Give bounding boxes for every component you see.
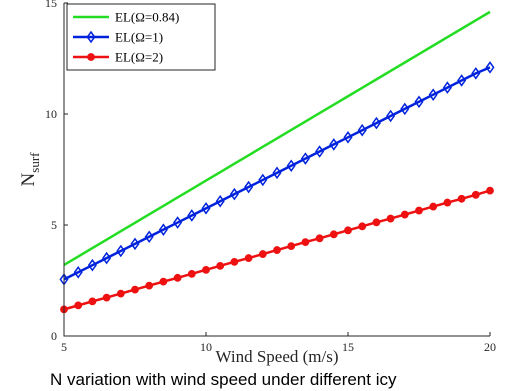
data-point	[215, 194, 225, 208]
data-point	[173, 216, 183, 229]
data-point	[371, 116, 381, 130]
data-point	[300, 152, 310, 165]
data-point	[187, 209, 197, 222]
figure-caption: N variation with wind speed under differ…	[50, 370, 397, 389]
legend: EL(Ω=0.84) EL(Ω=1) EL(Ω=2)	[66, 3, 216, 71]
series-line	[63, 10, 491, 267]
data-point	[102, 293, 111, 302]
legend-label: EL(Ω=2)	[115, 50, 163, 65]
data-point	[301, 238, 310, 246]
y-axis-label: Nsurf	[18, 152, 42, 187]
data-point	[158, 223, 168, 236]
legend-label: EL(Ω=0.84)	[115, 10, 179, 25]
data-point	[343, 131, 353, 144]
data-point	[286, 159, 296, 173]
series-line	[63, 66, 491, 281]
data-point	[116, 244, 126, 258]
y-tick-label: 5	[51, 218, 57, 232]
legend-item-1: EL(Ω=0.84)	[73, 10, 179, 25]
data-point	[386, 109, 396, 123]
data-point	[173, 273, 182, 282]
y-tick-label: 15	[45, 0, 57, 10]
x-tick-label: 15	[342, 340, 354, 354]
data-point	[414, 95, 424, 109]
series-layer	[59, 10, 495, 314]
data-point	[429, 202, 438, 211]
y-axis-label-subscript: surf	[27, 152, 42, 173]
y-tick-label: 0	[51, 329, 57, 343]
data-point	[88, 297, 97, 306]
data-point	[344, 226, 352, 235]
data-point	[471, 190, 480, 199]
data-point	[230, 257, 239, 266]
data-point	[229, 187, 239, 201]
series-1	[63, 10, 491, 267]
data-point	[258, 250, 267, 258]
data-point	[315, 234, 324, 243]
series-3	[60, 186, 494, 314]
data-point	[329, 138, 339, 151]
data-point	[258, 173, 268, 187]
data-point	[244, 180, 254, 194]
x-tick-label: 20	[484, 340, 496, 354]
x-tick-label: 10	[200, 340, 212, 354]
data-point	[485, 61, 495, 74]
y-tick-label: 10	[45, 107, 57, 121]
data-point	[87, 258, 97, 272]
data-point	[102, 251, 112, 265]
data-point	[73, 266, 83, 279]
data-point	[187, 269, 196, 278]
data-point	[415, 206, 423, 215]
legend-item-2: EL(Ω=1)	[73, 30, 163, 45]
data-point	[74, 301, 83, 310]
data-point	[457, 74, 467, 87]
data-point	[159, 277, 168, 286]
data-point	[287, 242, 296, 250]
data-point	[130, 237, 140, 251]
legend-marker	[86, 30, 96, 44]
data-point	[202, 265, 210, 274]
data-point	[457, 194, 466, 203]
y-axis-label-main: N	[18, 172, 39, 186]
series-2	[59, 61, 495, 286]
data-point	[116, 289, 125, 298]
data-point	[428, 88, 438, 101]
legend-marker	[87, 53, 95, 61]
data-point	[315, 145, 325, 158]
x-tick-label: 5	[61, 340, 67, 354]
legend-item-3: EL(Ω=2)	[73, 50, 163, 65]
legend-label: EL(Ω=1)	[115, 30, 163, 45]
data-point	[372, 218, 381, 227]
data-point	[386, 214, 395, 223]
data-point	[400, 102, 410, 116]
data-point	[471, 67, 481, 80]
data-point	[443, 198, 452, 207]
data-point	[272, 166, 282, 180]
data-point	[400, 210, 409, 219]
data-point	[486, 186, 494, 195]
data-point	[329, 230, 338, 239]
data-point	[201, 202, 211, 215]
data-point	[357, 123, 367, 137]
data-point	[216, 261, 225, 270]
data-point	[144, 230, 154, 244]
data-point	[358, 222, 367, 231]
data-point	[273, 246, 281, 254]
data-point	[131, 285, 139, 294]
data-point	[442, 81, 452, 94]
x-axis-label: Wind Speed (m/s)	[215, 347, 338, 366]
data-point	[145, 281, 154, 290]
data-point	[244, 254, 253, 262]
